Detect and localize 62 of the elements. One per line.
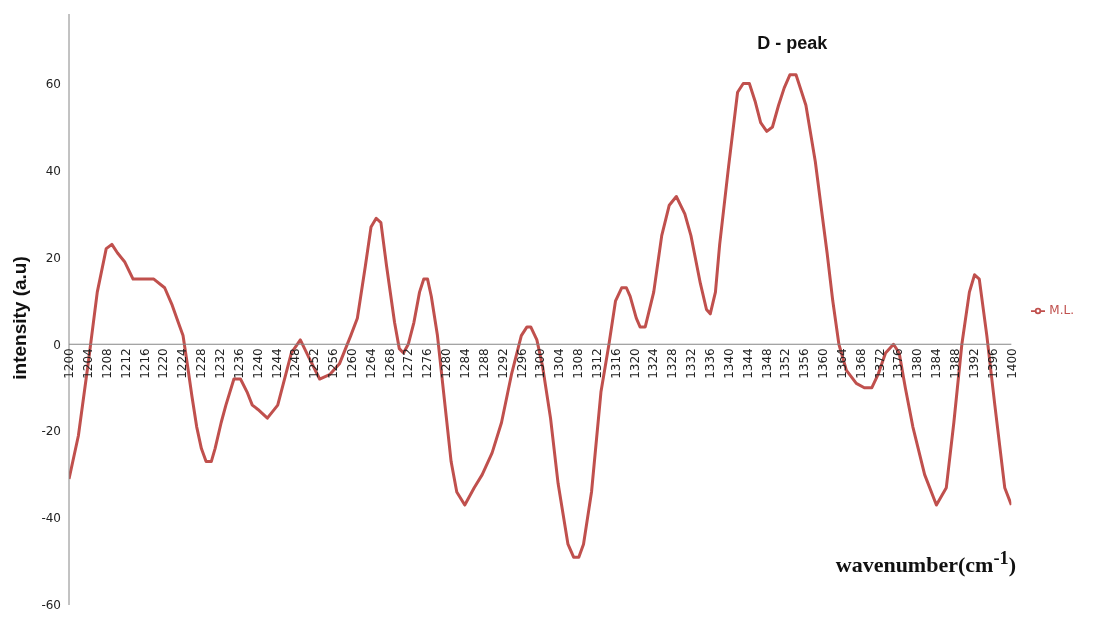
x-tick-label: 1252: [307, 348, 322, 379]
x-tick-label: 1248: [288, 348, 303, 379]
legend-label: M.L.: [1049, 303, 1074, 318]
x-tick-label: 1328: [665, 348, 680, 379]
x-tick-label: 1256: [326, 348, 341, 379]
x-tick-label: 1324: [646, 348, 661, 379]
x-axis-title: wavenumber(cm$^{-1}$): [835, 548, 1016, 579]
y-tick-label: -40: [41, 511, 61, 526]
x-tick-label: 1392: [966, 348, 981, 379]
x-tick-label: 1280: [439, 348, 454, 379]
y-tick-label: 40: [45, 163, 61, 178]
x-tick-label: 1356: [797, 348, 812, 379]
x-tick-label: 1376: [891, 348, 906, 379]
x-tick-label: 1284: [457, 348, 472, 379]
x-tick-label: 1244: [269, 348, 284, 379]
x-tick-label: 1296: [514, 348, 529, 379]
x-tick-label: 1260: [344, 348, 359, 379]
y-tick-label: 60: [45, 76, 61, 91]
x-tick-label: 1300: [533, 348, 548, 379]
x-tick-label: 1308: [571, 348, 586, 379]
x-tick-label: 1292: [495, 348, 510, 379]
x-tick-label: 1380: [910, 348, 925, 379]
y-tick-label: 0: [53, 337, 61, 352]
x-tick-label: 1344: [740, 348, 755, 379]
x-tick-label: 1320: [627, 348, 642, 379]
x-tick-label: 1312: [589, 348, 604, 379]
x-tick-label: 1276: [420, 348, 435, 379]
x-tick-label: 1236: [231, 348, 246, 379]
x-tick-label: 1360: [816, 348, 831, 379]
y-tick-label: 20: [45, 250, 61, 265]
x-tick-label: 1220: [156, 348, 171, 379]
x-tick-label: 1264: [363, 348, 378, 379]
x-tick-label: 1364: [834, 348, 849, 379]
x-tick-label: 1336: [702, 348, 717, 379]
x-tick-label: 1388: [947, 348, 962, 379]
x-tick-label: 1240: [250, 348, 265, 379]
x-tick-label: 1332: [684, 348, 699, 379]
x-tick-label: 1372: [872, 348, 887, 379]
x-tick-label: 1232: [212, 348, 227, 379]
x-tick-label: 1208: [99, 348, 114, 379]
x-tick-label: 1216: [137, 348, 152, 379]
x-tick-label: 1304: [552, 348, 567, 379]
x-tick-label: 1316: [608, 348, 623, 379]
x-tick-label: 1368: [853, 348, 868, 379]
x-tick-label: 1348: [759, 348, 774, 379]
x-tick-label: 1384: [929, 348, 944, 379]
y-tick-label: -60: [41, 598, 61, 613]
x-tick-label: 1340: [721, 348, 736, 379]
y-axis-title: intensity (a.u): [9, 256, 31, 380]
x-tick-label: 1224: [175, 348, 190, 379]
x-tick-label: 1400: [1004, 348, 1019, 379]
x-tick-label: 1268: [382, 348, 397, 379]
annotation: D - peak: [757, 32, 829, 53]
x-tick-label: 1228: [194, 348, 209, 379]
x-tick-label: 1272: [401, 348, 416, 379]
x-tick-label: 1352: [778, 348, 793, 379]
y-tick-label: -20: [41, 424, 61, 439]
x-tick-label: 1212: [118, 348, 133, 379]
x-tick-label: 1200: [62, 348, 77, 379]
x-tick-label: 1288: [476, 348, 491, 379]
x-tick-label: 1396: [985, 348, 1000, 379]
x-tick-label: 1204: [81, 348, 96, 379]
